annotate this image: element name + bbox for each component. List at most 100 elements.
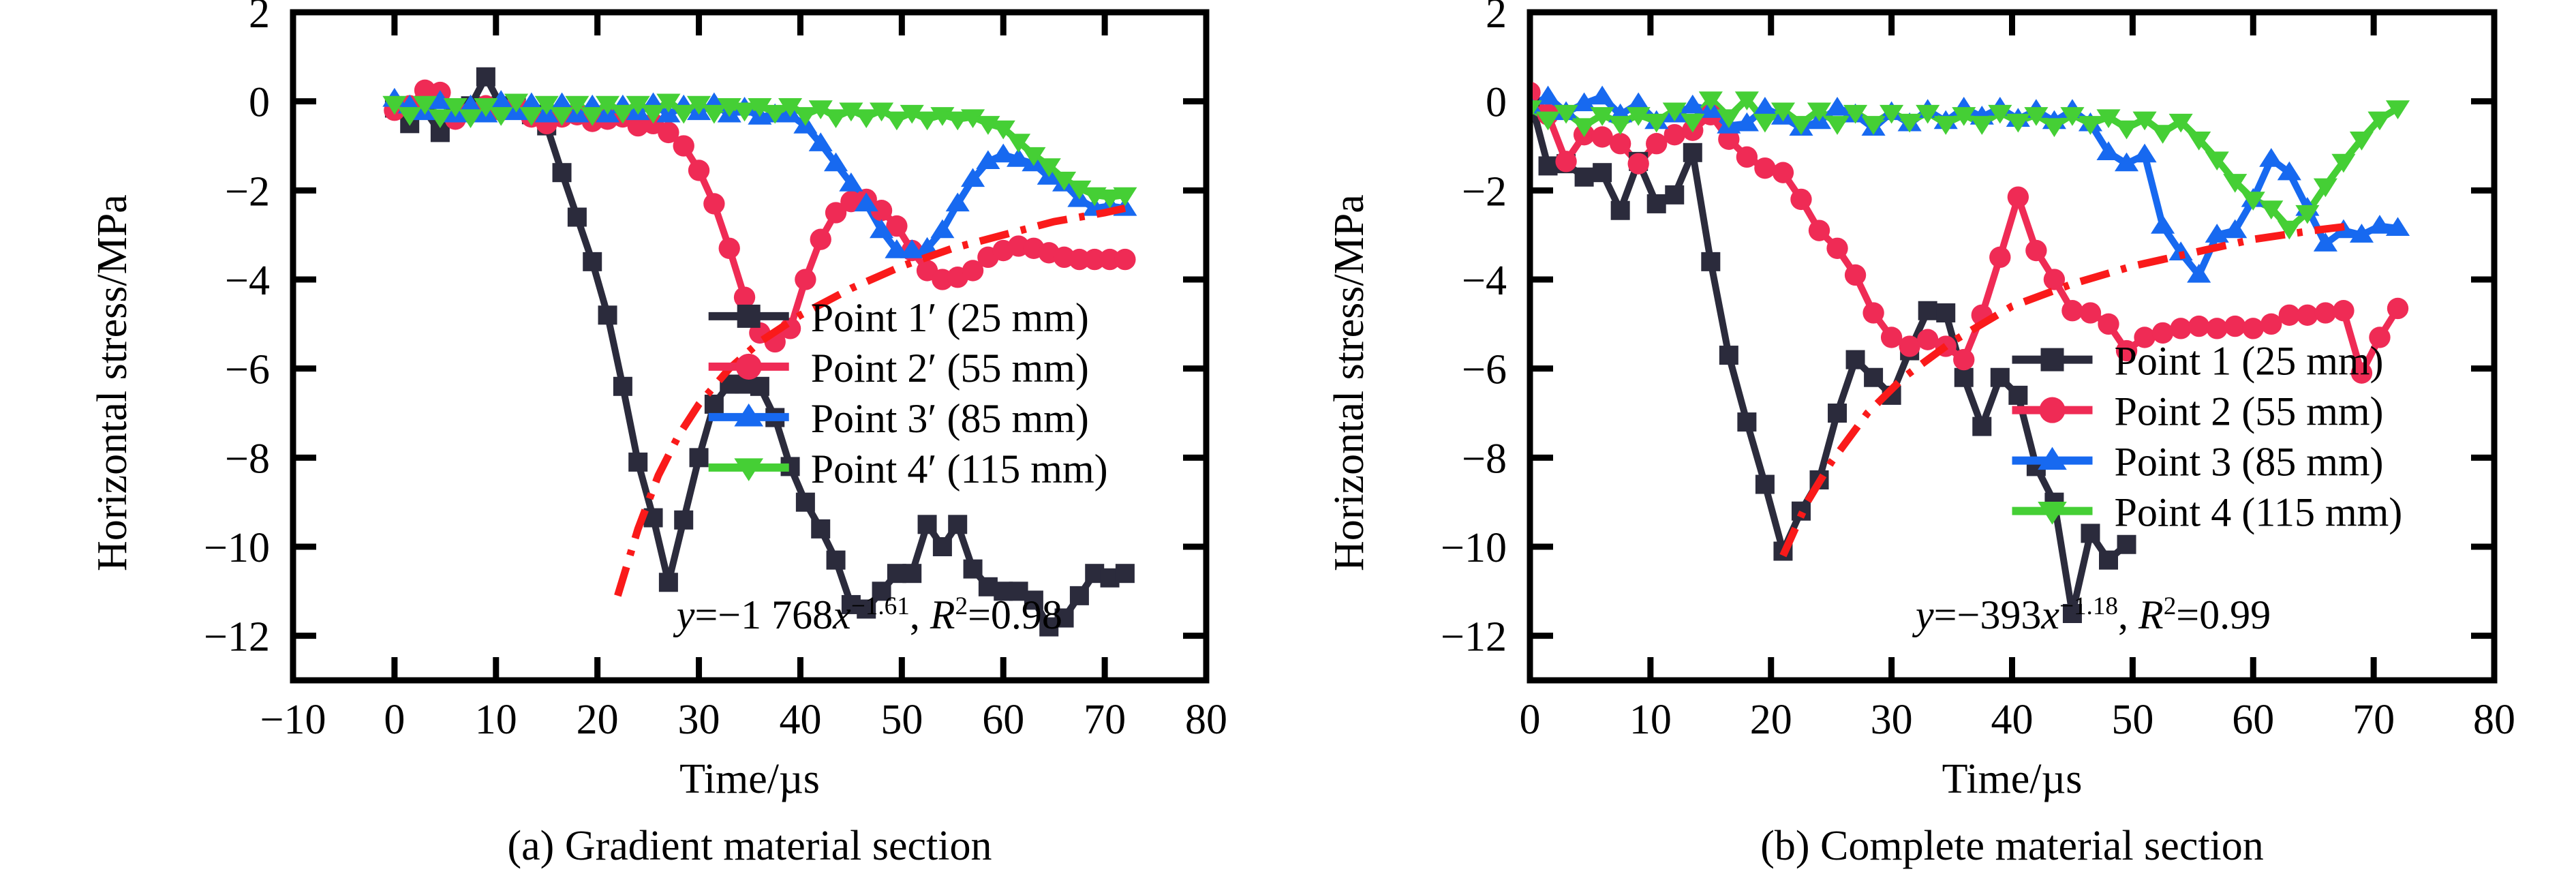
x-tick-label: 20 (577, 697, 619, 743)
marker-triangle-down (611, 104, 635, 124)
series-group (1533, 82, 2410, 623)
marker-triangle-down (1662, 102, 1687, 122)
marker-triangle-down (1097, 189, 1122, 209)
marker-circle (2350, 362, 2373, 384)
marker-circle (2333, 300, 2355, 322)
marker-triangle-down (2241, 192, 2265, 211)
marker-square (811, 519, 831, 539)
marker-triangle-down (565, 95, 589, 115)
marker-square (674, 510, 694, 530)
x-tick-label: 40 (779, 697, 821, 743)
marker-circle (2043, 269, 2066, 290)
legend-label-point4: Point 4′ (115 mm) (811, 446, 1108, 491)
marker-circle (1772, 162, 1794, 183)
marker-circle (718, 237, 740, 259)
x-tick-label: 70 (1084, 697, 1126, 743)
legend-marker-point1 (737, 304, 761, 328)
marker-triangle-down (2168, 113, 2193, 133)
marker-triangle-down (823, 109, 848, 129)
marker-triangle-up (2132, 143, 2157, 163)
marker-triangle-up (1734, 112, 1759, 132)
marker-square (1683, 142, 1702, 162)
marker-circle (2242, 318, 2264, 339)
marker-circle (688, 160, 710, 181)
marker-triangle-down (885, 111, 909, 131)
marker-triangle-up (2151, 215, 2175, 234)
marker-triangle-up (2205, 224, 2229, 243)
legend-marker-point4 (2038, 502, 2067, 525)
marker-triangle-down (443, 98, 467, 117)
marker-circle (1069, 248, 1090, 271)
marker-triangle-down (945, 111, 970, 131)
fit-curve (1779, 222, 2350, 558)
marker-triangle-down (1753, 113, 1777, 133)
marker-triangle-down (2096, 109, 2121, 129)
x-tick-label: 80 (2473, 697, 2515, 743)
x-tick-label: 10 (475, 697, 517, 743)
marker-triangle-down (2259, 200, 2284, 220)
marker-square (613, 376, 632, 396)
marker-triangle-up (976, 150, 1000, 170)
marker-triangle-down (2367, 111, 2392, 131)
marker-circle (1917, 329, 1939, 350)
marker-triangle-down (1988, 104, 2012, 124)
marker-triangle-down (1608, 116, 1633, 135)
marker-circle (1754, 157, 1776, 179)
marker-square (2099, 550, 2118, 570)
marker-triangle-up (2259, 148, 2284, 167)
marker-circle (2206, 318, 2228, 339)
marker-circle (1808, 220, 1830, 241)
legend-label-point4: Point 4 (115 mm) (2115, 490, 2403, 535)
marker-triangle-up (930, 219, 955, 239)
marker-triangle-up (2114, 152, 2139, 172)
marker-circle (1609, 133, 1631, 155)
marker-triangle-down (2313, 178, 2337, 198)
marker-triangle-up (549, 92, 574, 112)
marker-triangle-down (1734, 91, 1759, 110)
y-tick-label: 2 (1486, 0, 1507, 37)
legend-marker-point3 (734, 403, 764, 427)
chart-panel-a: 2 0 −2 −4 −6 −8 −10 −12 −10 0 10 20 30 40 50 60 70 80 Poin… (89, 0, 1227, 869)
marker-triangle-down (1535, 111, 1561, 131)
legend-marker-point4 (734, 458, 764, 481)
panel-caption: (b) Complete material section (1760, 823, 2264, 869)
marker-triangle-down (1843, 104, 1868, 124)
marker-square (1990, 367, 2010, 387)
marker-triangle-up (823, 152, 848, 172)
marker-triangle-down (2187, 132, 2211, 151)
marker-triangle-up (1535, 85, 1561, 105)
marker-square (1719, 346, 1738, 365)
marker-triangle-down (1916, 104, 1940, 124)
marker-square (1665, 185, 1685, 205)
marker-triangle-down (519, 107, 544, 126)
marker-triangle-up (656, 103, 681, 123)
marker-circle (1989, 246, 2011, 269)
marker-square (598, 305, 617, 325)
marker-triangle-up (808, 132, 833, 151)
marker-triangle-down (2151, 125, 2175, 144)
panel-caption: (a) Gradient material section (507, 823, 992, 869)
marker-circle (1953, 348, 1975, 371)
marker-circle (1646, 133, 1668, 155)
marker-square (2117, 534, 2136, 554)
marker-square (567, 207, 587, 227)
marker-triangle-down (1861, 116, 1886, 135)
y-tick-label: −4 (225, 258, 270, 304)
marker-square (1115, 564, 1135, 584)
marker-triangle-down (1789, 116, 1813, 135)
marker-triangle-down (1554, 104, 1578, 124)
fit-curve (614, 205, 1126, 597)
marker-triangle-down (412, 95, 438, 115)
marker-triangle-down (991, 120, 1015, 140)
marker-triangle-down (1933, 116, 1958, 135)
marker-triangle-up (2313, 232, 2337, 252)
marker-circle (2297, 304, 2318, 326)
marker-circle (1790, 188, 1812, 211)
marker-triangle-up (1572, 92, 1597, 112)
x-tick-label: 50 (2111, 697, 2153, 743)
marker-triangle-up (489, 90, 513, 109)
legend-label-point1: Point 1 (25 mm) (2115, 339, 2384, 384)
y-tick-label: −8 (1462, 436, 1507, 482)
marker-square (857, 599, 876, 619)
